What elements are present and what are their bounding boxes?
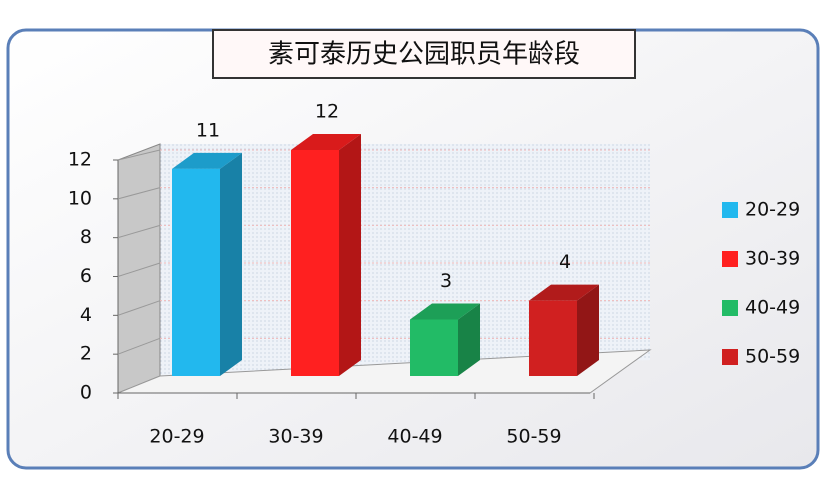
side-wall bbox=[117, 143, 161, 394]
x-tick-label: 20-29 bbox=[149, 426, 204, 448]
legend-swatch bbox=[722, 251, 738, 267]
y-tick-label: 6 bbox=[80, 265, 92, 287]
value-label: 12 bbox=[315, 101, 339, 123]
bar bbox=[291, 150, 339, 376]
x-tick-label: 40-49 bbox=[387, 426, 442, 448]
legend-label: 20-29 bbox=[745, 199, 800, 221]
legend-swatch bbox=[722, 349, 738, 365]
y-tick-label: 12 bbox=[68, 149, 92, 171]
bar-side bbox=[458, 303, 480, 376]
grid-line bbox=[117, 262, 161, 277]
title-box bbox=[212, 29, 636, 79]
bar bbox=[410, 319, 458, 376]
grid-line bbox=[117, 337, 161, 355]
bar-side bbox=[220, 152, 242, 376]
bar-top bbox=[410, 303, 480, 320]
legend-swatch bbox=[722, 202, 738, 218]
value-label: 4 bbox=[559, 251, 571, 273]
y-tick-label: 0 bbox=[80, 382, 92, 404]
grid-line bbox=[117, 149, 161, 161]
bar-side bbox=[577, 284, 599, 376]
grid-line bbox=[117, 224, 161, 239]
grid-line bbox=[117, 300, 161, 316]
x-tick-label: 30-39 bbox=[268, 426, 323, 448]
legend-label: 40-49 bbox=[745, 297, 800, 319]
bar-top bbox=[291, 134, 361, 150]
bar bbox=[172, 168, 220, 376]
grid-line bbox=[117, 187, 161, 200]
bar-top bbox=[529, 284, 599, 301]
legend-label: 50-59 bbox=[745, 346, 800, 368]
y-tick-label: 8 bbox=[80, 226, 92, 248]
x-tick-label: 50-59 bbox=[506, 426, 561, 448]
y-tick-label: 10 bbox=[68, 187, 92, 209]
bar-top bbox=[172, 152, 242, 169]
chart-title: 素可泰历史公园职员年龄段 bbox=[268, 40, 580, 70]
bar bbox=[529, 300, 577, 376]
y-tick-label: 4 bbox=[80, 304, 92, 326]
legend-swatch bbox=[722, 300, 738, 316]
y-tick-label: 2 bbox=[80, 343, 92, 365]
legend-label: 30-39 bbox=[745, 248, 800, 270]
bar-side bbox=[339, 134, 361, 376]
value-label: 3 bbox=[440, 270, 452, 292]
value-label: 11 bbox=[196, 119, 220, 141]
back-wall bbox=[160, 144, 650, 376]
